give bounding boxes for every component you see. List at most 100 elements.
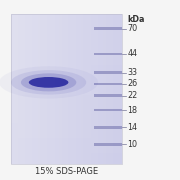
Bar (11, 128, 122, 130)
Bar (11, 89, 122, 91)
Bar (11, 37, 122, 39)
Bar (14, 14, 15, 164)
Bar (94, 126, 122, 129)
Bar (11, 78, 122, 80)
Bar (28, 14, 29, 164)
Bar (33, 14, 34, 164)
Bar (11, 98, 122, 100)
Bar (80, 14, 81, 164)
Bar (31, 14, 32, 164)
Bar (23, 14, 24, 164)
Bar (101, 14, 102, 164)
Bar (119, 14, 120, 164)
Bar (111, 14, 112, 164)
Bar (11, 72, 122, 74)
Bar (81, 14, 82, 164)
Bar (93, 14, 94, 164)
Text: 33: 33 (127, 68, 137, 77)
Bar (73, 14, 74, 164)
Bar (64, 14, 65, 164)
Bar (77, 14, 78, 164)
Bar (11, 50, 122, 52)
Text: 44: 44 (127, 50, 137, 59)
Bar (34, 14, 35, 164)
Bar (11, 121, 122, 123)
Bar (82, 14, 83, 164)
Bar (11, 48, 122, 50)
Bar (94, 53, 122, 55)
Bar (48, 14, 49, 164)
Bar (27, 14, 28, 164)
Bar (29, 14, 30, 164)
Bar (57, 14, 58, 164)
Bar (65, 14, 66, 164)
Bar (98, 14, 99, 164)
Bar (11, 145, 122, 147)
Bar (106, 14, 107, 164)
Bar (35, 14, 36, 164)
Bar (117, 14, 118, 164)
Bar (104, 14, 105, 164)
Bar (42, 14, 43, 164)
Bar (96, 14, 97, 164)
Bar (61, 14, 62, 164)
Bar (11, 63, 122, 65)
Bar (121, 14, 122, 164)
Bar (37, 14, 38, 164)
Bar (11, 138, 122, 140)
Bar (11, 96, 122, 98)
Bar (11, 95, 122, 96)
Bar (11, 119, 122, 121)
Bar (36, 14, 37, 164)
Bar (11, 24, 122, 26)
Bar (87, 14, 88, 164)
Bar (86, 14, 87, 164)
Bar (17, 14, 18, 164)
Bar (11, 29, 122, 31)
Bar (11, 162, 122, 164)
Bar (94, 94, 122, 97)
Bar (66, 14, 67, 164)
Bar (11, 153, 122, 154)
Bar (102, 14, 103, 164)
Bar (94, 14, 95, 164)
Bar (11, 115, 122, 117)
Bar (84, 14, 85, 164)
Bar (11, 28, 122, 29)
Bar (45, 14, 46, 164)
Bar (11, 14, 122, 16)
Bar (85, 14, 86, 164)
Bar (40, 14, 41, 164)
Text: 15% SDS-PAGE: 15% SDS-PAGE (35, 166, 98, 176)
Bar (11, 156, 122, 158)
Text: 26: 26 (127, 79, 137, 88)
Bar (11, 140, 122, 141)
Ellipse shape (11, 70, 86, 95)
Bar (72, 14, 73, 164)
Bar (11, 143, 122, 145)
Bar (32, 14, 33, 164)
Bar (11, 59, 122, 61)
Text: kDa: kDa (127, 15, 145, 24)
Bar (94, 27, 122, 30)
Bar (94, 109, 122, 111)
Bar (69, 14, 70, 164)
Text: 22: 22 (127, 91, 138, 100)
Bar (11, 69, 122, 70)
Bar (21, 14, 22, 164)
Bar (11, 106, 122, 108)
Text: 70: 70 (127, 24, 137, 33)
Bar (59, 14, 60, 164)
Bar (11, 46, 122, 48)
Bar (11, 80, 122, 82)
Bar (75, 14, 76, 164)
Bar (71, 14, 72, 164)
Bar (11, 70, 122, 72)
Bar (11, 22, 122, 24)
Bar (26, 14, 27, 164)
Bar (11, 61, 122, 63)
Bar (56, 14, 57, 164)
Bar (94, 82, 122, 85)
Bar (89, 14, 90, 164)
Bar (94, 71, 122, 74)
